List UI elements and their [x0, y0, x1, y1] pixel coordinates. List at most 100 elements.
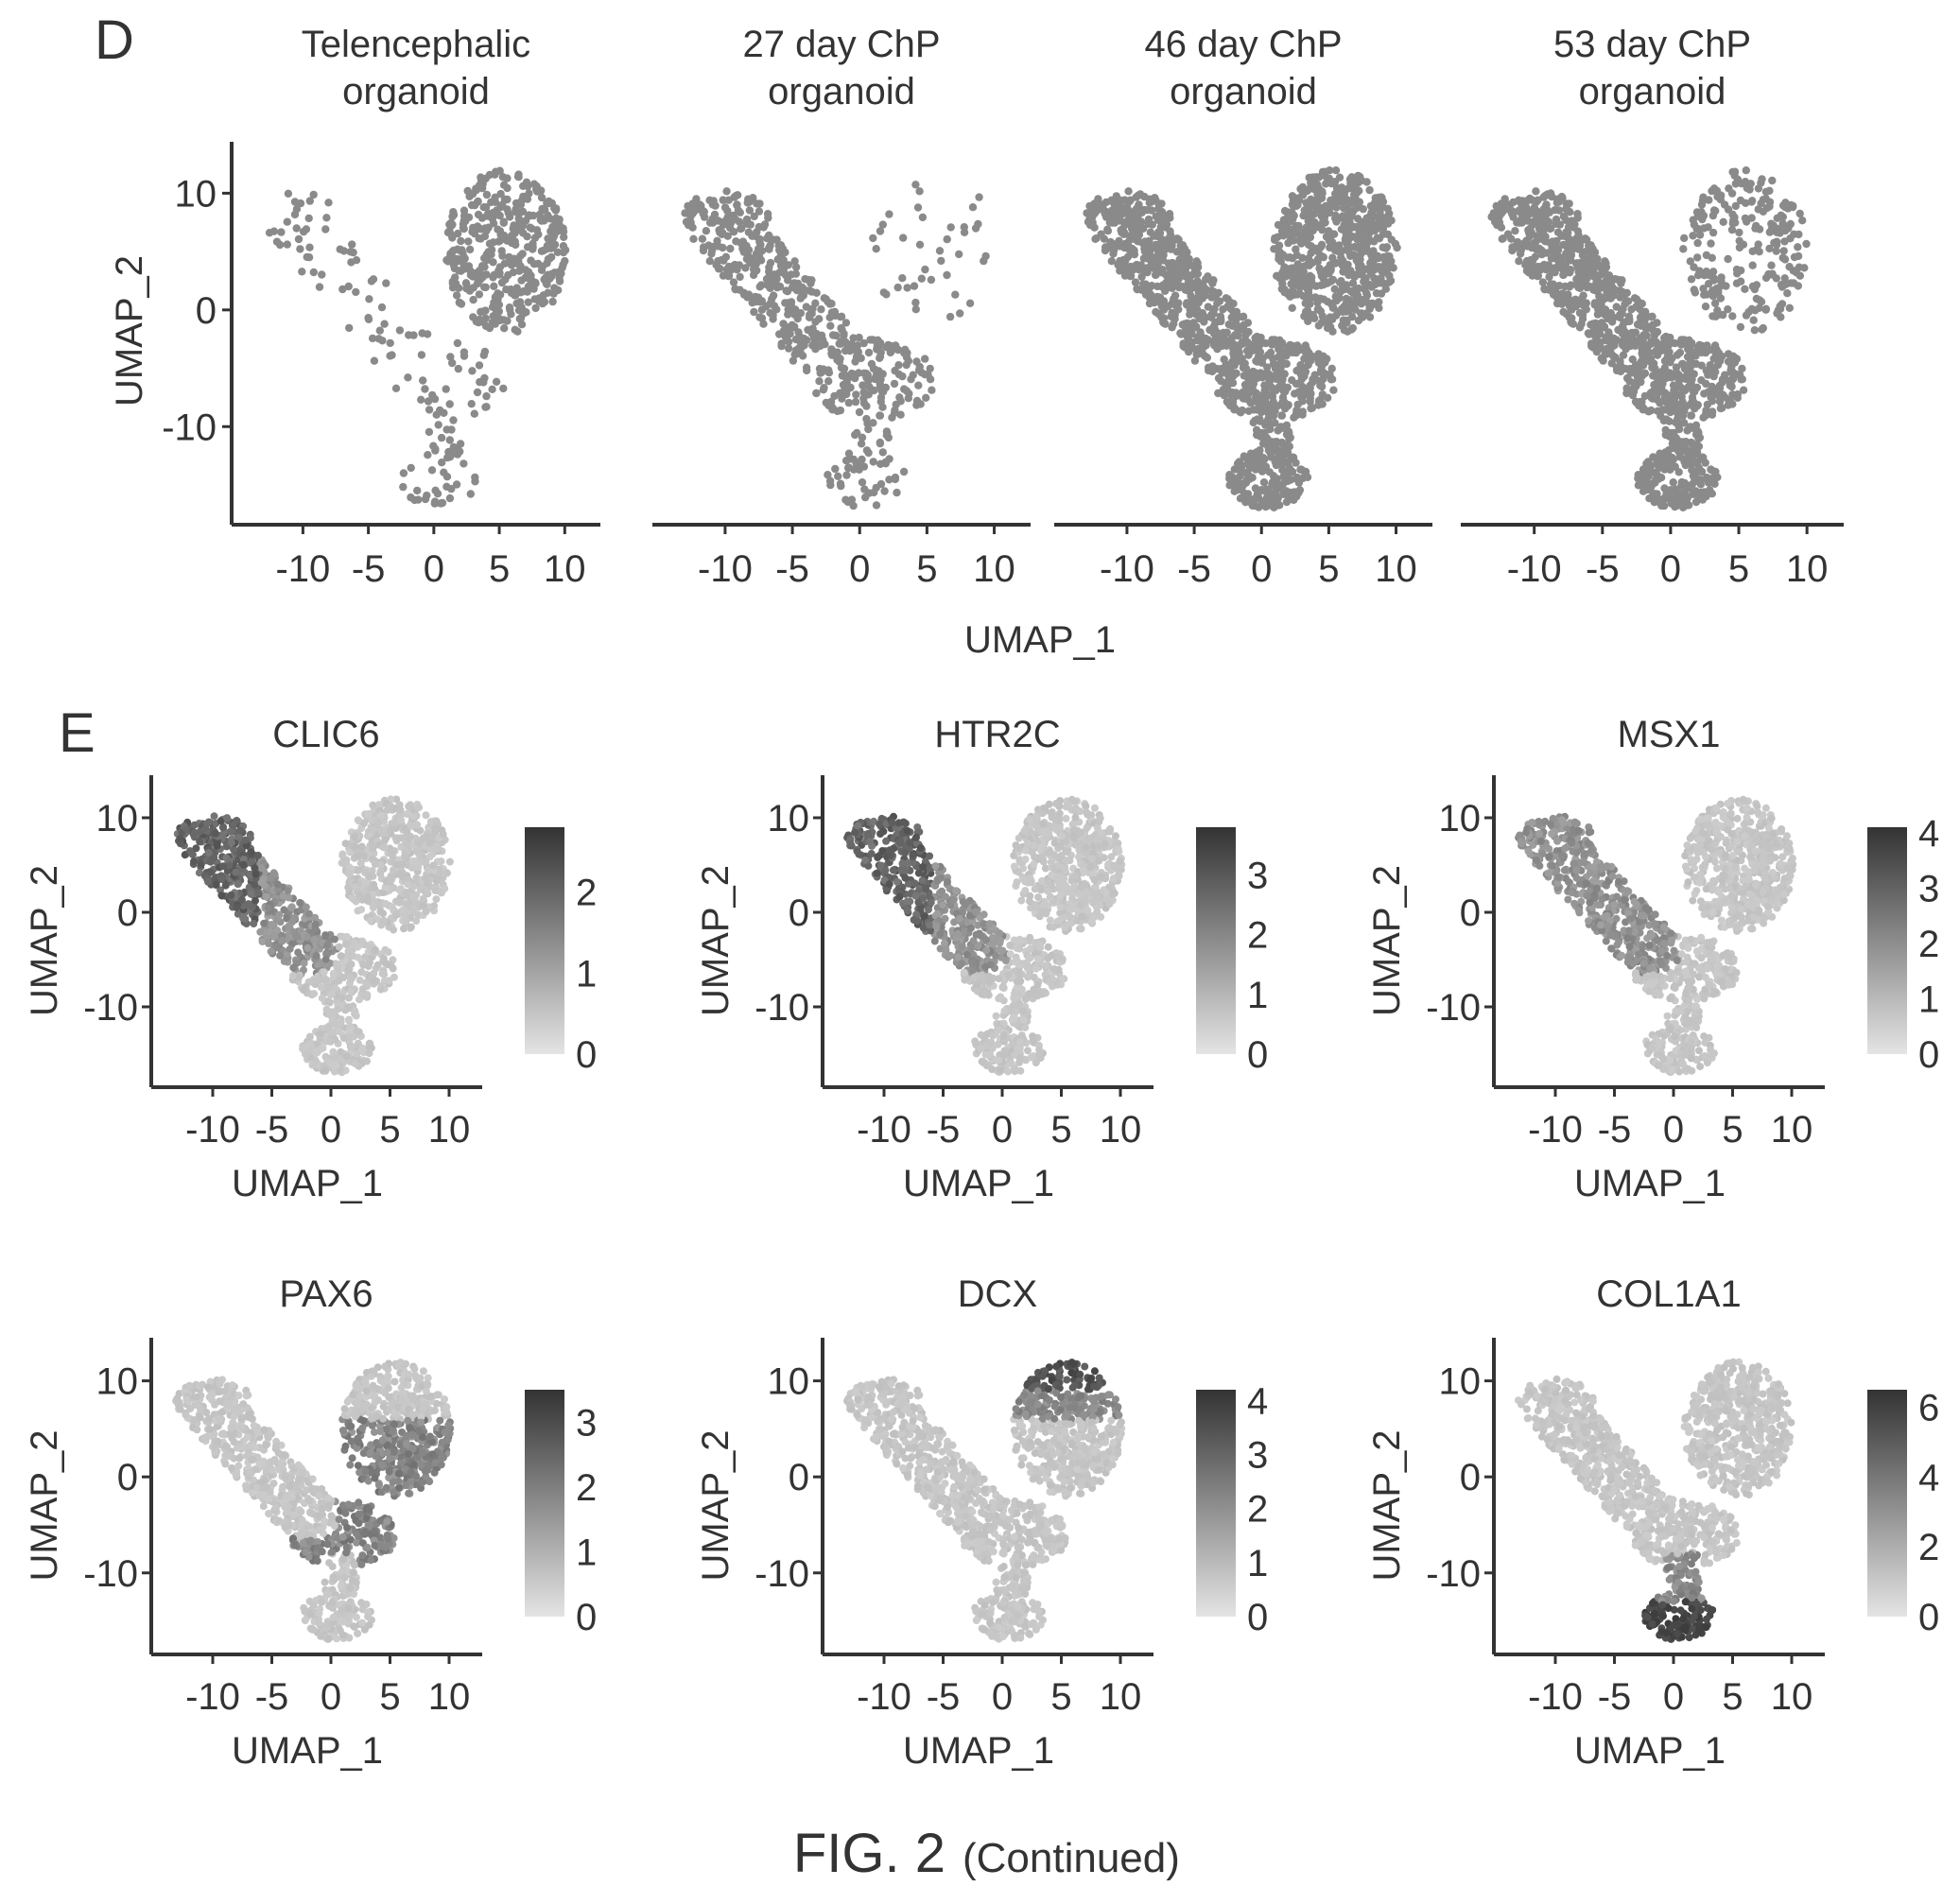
data-point	[446, 400, 454, 407]
data-point	[1710, 184, 1718, 192]
data-point	[1707, 239, 1714, 247]
data-point	[1670, 444, 1677, 452]
data-point	[1366, 212, 1374, 219]
data-point	[766, 300, 773, 307]
data-point	[528, 225, 535, 233]
data-point	[519, 208, 527, 216]
data-point	[1381, 257, 1389, 265]
data-point	[842, 319, 850, 326]
data-point	[1160, 216, 1168, 224]
x-axis-label: UMAP_1	[964, 619, 1116, 661]
data-point	[898, 274, 906, 282]
data-point	[831, 465, 839, 473]
data-point	[1104, 227, 1112, 234]
data-point	[1619, 339, 1626, 347]
data-point	[270, 228, 278, 235]
x-tick-label: 5	[1728, 548, 1749, 590]
data-point	[1539, 193, 1547, 200]
data-point	[1229, 300, 1237, 307]
data-point	[452, 256, 460, 264]
data-point	[1542, 249, 1550, 256]
data-point	[1737, 278, 1744, 286]
subplot-title: organoid	[1170, 71, 1317, 113]
data-point	[1284, 343, 1292, 351]
data-point	[1574, 244, 1582, 251]
data-point	[467, 490, 475, 497]
data-point	[1279, 387, 1287, 394]
data-point	[828, 352, 836, 359]
data-point	[348, 240, 356, 248]
data-point	[760, 223, 768, 231]
data-point	[429, 442, 437, 450]
data-point	[330, 970, 338, 978]
data-point	[726, 245, 734, 252]
data-point	[1351, 286, 1359, 294]
data-point	[841, 372, 849, 379]
data-point	[1622, 385, 1630, 392]
data-point	[382, 900, 390, 908]
x-tick-label: 5	[489, 548, 510, 590]
data-point	[523, 179, 530, 186]
data-point	[1637, 475, 1644, 482]
data-point	[482, 315, 490, 322]
data-point	[865, 390, 873, 398]
data-point	[1291, 390, 1298, 397]
data-point	[1287, 280, 1294, 287]
data-point	[1226, 402, 1234, 409]
data-point	[481, 306, 489, 314]
data-point	[869, 419, 876, 426]
data-point	[1299, 407, 1307, 415]
data-point	[1702, 380, 1709, 388]
data-point	[1704, 401, 1711, 408]
data-point	[469, 270, 477, 278]
data-point	[488, 386, 495, 393]
data-point	[1711, 341, 1719, 349]
data-point	[284, 240, 291, 248]
data-point	[404, 373, 411, 381]
data-point	[910, 372, 917, 379]
data-point	[750, 271, 757, 279]
data-point	[1203, 286, 1210, 294]
data-point	[1743, 311, 1750, 319]
data-point	[510, 221, 517, 229]
data-point	[1579, 251, 1587, 259]
data-point	[1232, 348, 1240, 355]
data-point	[438, 434, 445, 441]
data-point	[1282, 288, 1290, 296]
data-point	[1193, 259, 1201, 267]
data-point	[1516, 218, 1523, 226]
data-point	[1338, 185, 1345, 193]
data-point	[1608, 359, 1616, 367]
data-point	[520, 287, 528, 295]
data-point	[1290, 454, 1297, 461]
data-point	[1741, 286, 1748, 293]
data-point	[1576, 323, 1584, 331]
x-tick-label: -5	[1177, 548, 1211, 590]
data-point	[842, 390, 850, 398]
data-point	[1249, 368, 1257, 375]
x-tick-label: 10	[1375, 548, 1417, 590]
data-point	[1542, 221, 1550, 229]
data-point	[772, 235, 780, 243]
data-point	[498, 251, 506, 259]
umap-panel-d-3: 46 day ChPorganoid-10 -5 0 5 10	[1054, 24, 1432, 590]
data-point	[1314, 186, 1322, 194]
data-point	[947, 223, 955, 231]
data-point	[869, 234, 876, 242]
data-point	[911, 181, 919, 188]
data-point	[1596, 330, 1604, 338]
data-point	[1691, 288, 1699, 296]
data-point	[864, 372, 872, 379]
data-point	[1593, 255, 1601, 263]
data-point	[1283, 225, 1291, 233]
data-point	[503, 196, 511, 203]
data-point	[862, 415, 870, 423]
data-point	[458, 246, 465, 253]
data-point	[1693, 253, 1701, 261]
data-point	[900, 349, 908, 356]
data-point	[550, 204, 558, 212]
data-point	[1712, 389, 1720, 396]
x-tick-label: -5	[352, 548, 386, 590]
data-point	[801, 275, 808, 283]
data-point	[1167, 284, 1174, 291]
